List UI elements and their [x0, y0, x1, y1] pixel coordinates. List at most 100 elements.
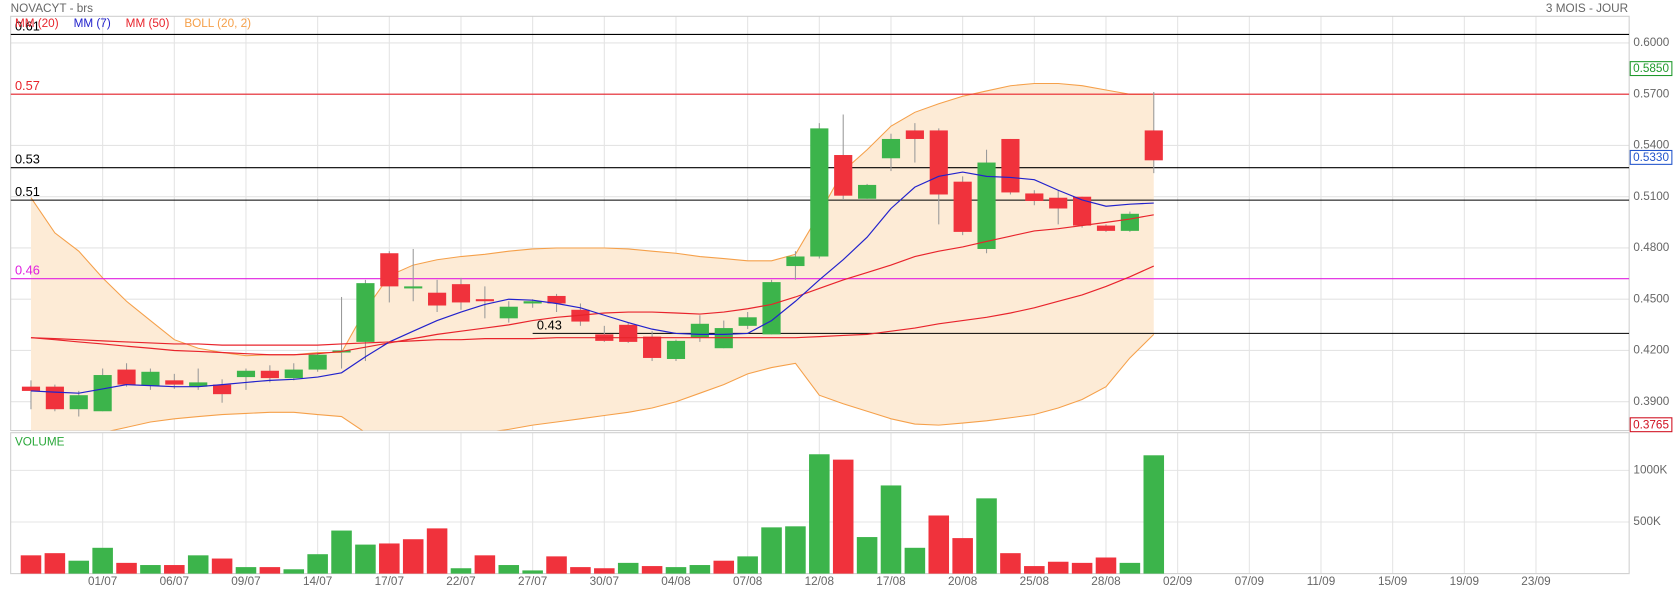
volume-bar — [355, 544, 376, 574]
volume-bar — [665, 567, 687, 574]
ma-line — [30, 214, 1154, 356]
candle-body — [881, 138, 901, 159]
volume-bar — [450, 568, 472, 574]
candle-body — [308, 354, 327, 370]
legend-entry: BOLL (20, 2) — [184, 17, 251, 30]
candle-body — [953, 181, 972, 232]
volume-bar — [474, 555, 496, 574]
candle-body — [1001, 138, 1020, 193]
volume-bar — [259, 567, 281, 574]
volume-bar — [187, 555, 209, 574]
level-label: 0.43 — [537, 317, 562, 332]
volume-bar — [402, 539, 424, 574]
ma-line — [30, 171, 1154, 394]
volume-bar — [856, 537, 878, 574]
candle-body — [762, 282, 781, 335]
volume-bar — [283, 569, 305, 574]
candle-body — [523, 301, 542, 304]
candle-body — [905, 130, 924, 139]
candle-body — [189, 382, 208, 387]
x-tick-label: 12/08 — [805, 575, 835, 588]
x-tick-label: 09/07 — [231, 575, 260, 588]
candle-body — [451, 284, 471, 303]
volume-bar — [68, 560, 90, 574]
candle-body — [141, 371, 160, 386]
volume-bar — [331, 530, 352, 574]
volume-bar — [379, 543, 400, 574]
candle-body — [404, 286, 423, 289]
x-tick-label: 22/07 — [446, 575, 475, 588]
x-tick-label: 30/07 — [590, 575, 619, 588]
volume-bar — [570, 567, 591, 574]
candle-body — [380, 253, 399, 287]
volume-bar — [1071, 562, 1093, 574]
candle-body — [69, 395, 88, 410]
price-label-box — [1629, 149, 1673, 165]
candle-body — [738, 317, 757, 326]
level-label: 0.51 — [15, 184, 40, 199]
candle-body — [213, 384, 232, 395]
candle-body — [834, 155, 853, 196]
y-tick-label: 0.5100 — [1633, 190, 1669, 203]
volume-bar — [426, 528, 448, 574]
candle-body — [475, 299, 494, 302]
volume-bar — [1095, 557, 1117, 574]
volume-bar — [211, 558, 233, 574]
volume-bar — [832, 459, 854, 574]
price-label-box — [1629, 61, 1673, 77]
candle-body — [1144, 130, 1163, 161]
candle-body — [260, 370, 279, 379]
candle-body — [1073, 196, 1092, 226]
candle-body — [643, 336, 662, 358]
volume-bar — [785, 526, 806, 574]
volume-bar — [44, 553, 66, 574]
price-plot — [10, 33, 1630, 431]
candle-body — [284, 369, 303, 379]
volume-bar — [713, 560, 735, 574]
volume-bar — [546, 556, 567, 574]
x-tick-label: 01/07 — [88, 575, 117, 588]
x-tick-label: 17/08 — [876, 575, 906, 588]
candle-body — [666, 340, 686, 359]
x-tick-label: 27/07 — [518, 575, 547, 588]
chart-title: NOVACYT - brs — [11, 2, 94, 15]
candle-body — [547, 295, 566, 304]
band-fill — [30, 83, 1154, 431]
volume-bar — [1119, 562, 1141, 574]
price-label: 0.5850 — [1633, 62, 1669, 75]
x-tick-label: 06/07 — [160, 575, 189, 588]
panel-frame — [10, 15, 1630, 432]
candle-body — [1120, 213, 1139, 231]
volume-bar — [235, 567, 257, 574]
panel-title: VOLUME — [15, 435, 65, 448]
volume-bar — [928, 515, 950, 574]
volume-bar — [1047, 561, 1069, 574]
volume-bar — [737, 556, 758, 574]
level-label: 0.46 — [15, 263, 40, 278]
volume-bar — [904, 547, 926, 574]
candle-body — [858, 184, 877, 199]
volume-bar — [498, 565, 520, 574]
legend-entry: MM (7) — [74, 17, 111, 30]
volume-bar — [809, 454, 830, 574]
volume-bar — [617, 562, 639, 574]
y-tick-label: 1000K — [1633, 463, 1667, 476]
candle-body — [356, 283, 375, 342]
y-tick-label: 0.4500 — [1633, 292, 1669, 305]
x-tick-label: 17/07 — [375, 575, 404, 588]
period-label: 3 MOIS - JOUR — [1546, 2, 1628, 15]
candle-body — [1049, 197, 1068, 209]
price-label-box — [1629, 417, 1673, 433]
candle-body — [428, 292, 447, 306]
level-label: 0.57 — [15, 78, 40, 93]
candle-body — [810, 128, 829, 257]
volume-plot — [10, 432, 1630, 575]
volume-bar — [20, 555, 42, 574]
volume-bar — [976, 498, 997, 574]
y-tick-label: 0.5700 — [1633, 87, 1669, 100]
legend-entry: MM (20) — [15, 17, 59, 30]
volume-bar — [1000, 553, 1021, 574]
candle-body — [93, 375, 112, 412]
